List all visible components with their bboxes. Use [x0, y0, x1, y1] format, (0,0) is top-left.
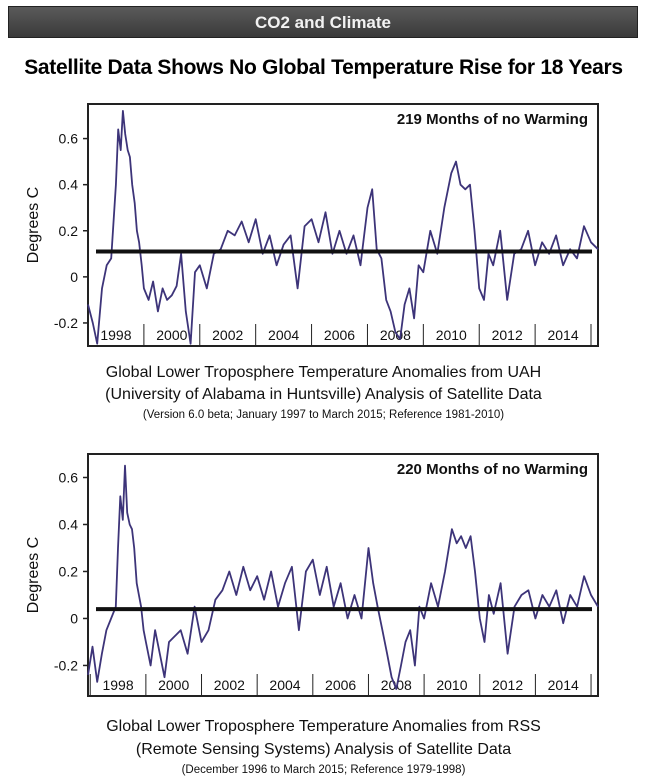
x-tick-label: 2010 — [436, 677, 467, 693]
rss-temperature-chart: 0.6 0.4 0.2 0 -0.2 Degrees C 1998 2000 2002 2004 2… — [25, 453, 599, 697]
no-warming-annotation: 219 Months of no Warming — [397, 111, 588, 128]
y-tick-label: 0.4 — [59, 516, 79, 532]
y-tick-label: 0 — [70, 610, 78, 626]
y-tick-label: 0.6 — [59, 131, 79, 147]
no-warming-annotation: 220 Months of no Warming — [397, 461, 588, 478]
x-tick-label: 2002 — [212, 327, 243, 343]
x-tick-label: 2006 — [324, 327, 355, 343]
x-tick-label: 2012 — [492, 677, 523, 693]
y-tick-label: 0.6 — [59, 469, 79, 485]
y-tick-label: 0.2 — [59, 563, 79, 579]
x-tick-label: 2012 — [492, 327, 523, 343]
y-tick-label: 0.4 — [59, 177, 79, 193]
chart-caption-rss-line1: Global Lower Troposphere Temperature Ano… — [106, 718, 541, 735]
x-tick-label: 1998 — [102, 677, 133, 693]
temperature-anomaly-line — [87, 464, 599, 690]
chart-caption-rss-line2: (Remote Sensing Systems) Analysis of Sat… — [135, 741, 512, 758]
plot-frame — [87, 103, 599, 347]
y-tick-label: 0.2 — [59, 223, 79, 239]
x-tick-label: 2000 — [158, 677, 189, 693]
x-tick-label: 2014 — [547, 327, 578, 343]
y-axis-label: Degrees C — [25, 537, 42, 613]
x-tick-label: 2008 — [380, 327, 411, 343]
y-tick-label: -0.2 — [54, 315, 78, 331]
chart-subcaption-rss: (December 1996 to March 2015; Reference … — [181, 764, 466, 776]
uah-temperature-chart: 0.6 0.4 0.2 0 -0.2 Degrees C 1998 2000 2002 2004 2… — [25, 103, 599, 347]
chart-subcaption-uah: (Version 6.0 beta; January 1997 to March… — [142, 409, 505, 421]
x-tick-label: 2004 — [269, 677, 300, 693]
x-tick-label: 2006 — [325, 677, 356, 693]
y-tick-label: 0 — [70, 269, 78, 285]
chart-caption-uah-line2: (University of Alabama in Huntsville) An… — [105, 386, 542, 403]
x-tick-label: 1998 — [100, 327, 131, 343]
x-tick-label: 2000 — [156, 327, 187, 343]
section-banner: CO2 and Climate — [8, 6, 638, 38]
x-tick-label: 2014 — [548, 677, 579, 693]
x-tick-label: 2002 — [214, 677, 245, 693]
plot-frame — [87, 453, 599, 697]
temperature-anomaly-line — [87, 109, 599, 345]
chart-caption-uah-line1: Global Lower Troposphere Temperature Ano… — [105, 364, 542, 381]
x-tick-label: 2010 — [436, 327, 467, 343]
y-axis-label: Degrees C — [25, 187, 42, 263]
y-tick-label: -0.2 — [54, 657, 78, 673]
x-tick-label: 2004 — [268, 327, 299, 343]
page-headline: Satellite Data Shows No Global Temperatu… — [24, 56, 623, 79]
